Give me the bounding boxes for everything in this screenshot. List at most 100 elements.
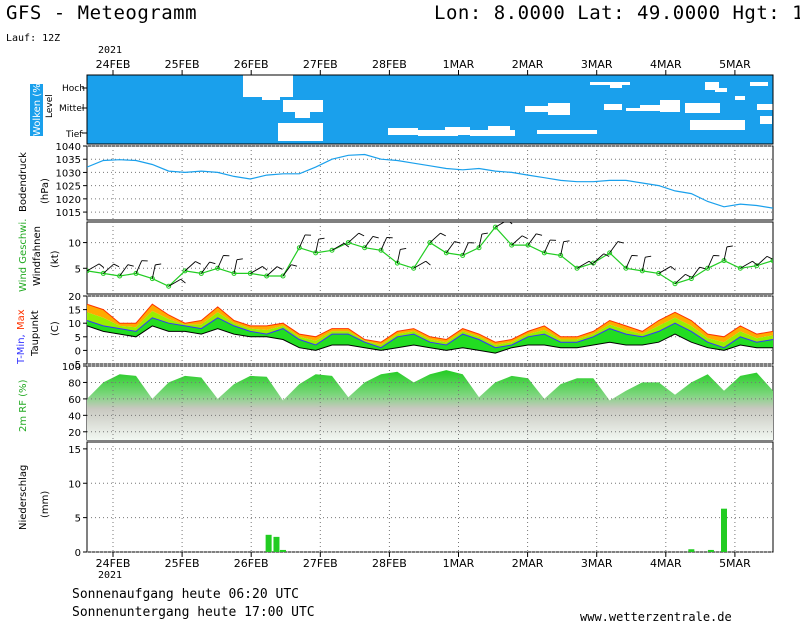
cloud-block bbox=[610, 83, 622, 88]
wind-barb-feather bbox=[400, 248, 407, 250]
wind-barb bbox=[625, 255, 633, 269]
rh-area bbox=[87, 370, 773, 440]
date-label-top: 2MAR bbox=[512, 58, 544, 71]
wind-barb-feather bbox=[318, 237, 325, 240]
wind-speed-point bbox=[656, 270, 662, 276]
date-label-bottom: 2MAR bbox=[512, 557, 544, 570]
wind-speed-point bbox=[87, 268, 90, 274]
chart-title: GFS - Meteogramm bbox=[6, 2, 198, 24]
wind-barb bbox=[576, 260, 590, 269]
wind-barb bbox=[445, 241, 455, 254]
cloud-block bbox=[604, 104, 622, 110]
year-top: 2021 bbox=[98, 45, 123, 56]
date-label-bottom: 5MAR bbox=[719, 557, 751, 570]
date-label-top: 24FEB bbox=[96, 58, 131, 71]
wind-speed-point bbox=[672, 281, 678, 287]
rh-tick-label: 20 bbox=[68, 428, 81, 439]
wind-barb-feather bbox=[617, 241, 624, 244]
run-label: Lauf: 12Z bbox=[6, 33, 61, 44]
date-label-bottom: 4MAR bbox=[650, 557, 682, 570]
cloud-block bbox=[712, 126, 742, 130]
cloud-block bbox=[388, 128, 418, 135]
site-link[interactable]: www.wetterzentrale.de bbox=[580, 610, 732, 624]
wind-speed-point bbox=[770, 258, 773, 264]
pressure-line bbox=[87, 153, 773, 209]
pressure-plot bbox=[87, 153, 773, 209]
temp-tick-label: 20 bbox=[68, 292, 81, 303]
cloud-panel-label: Wolken (%) bbox=[32, 79, 43, 136]
date-label-top: 26FEB bbox=[234, 58, 269, 71]
date-label-bottom: 25FEB bbox=[165, 557, 200, 570]
wind-barb-feather bbox=[343, 242, 350, 248]
temp-plot bbox=[87, 303, 773, 354]
cloud-level-label: Level bbox=[45, 94, 55, 118]
wind-speed-point bbox=[737, 265, 743, 271]
cloud-block bbox=[705, 82, 719, 90]
wind-barb-feather bbox=[291, 264, 298, 267]
date-label-bottom: 1MAR bbox=[443, 557, 475, 570]
wind-barb bbox=[527, 233, 537, 246]
wind-speed-point bbox=[247, 270, 253, 276]
wind-barb bbox=[756, 256, 768, 267]
wind-barb bbox=[462, 242, 469, 256]
wind-barb bbox=[135, 260, 143, 274]
wind-barb-feather bbox=[209, 261, 216, 265]
wind-barb bbox=[315, 239, 320, 253]
date-label-bottom: 24FEB bbox=[96, 557, 131, 570]
cloud-block bbox=[757, 104, 773, 110]
wind-barb bbox=[723, 246, 728, 261]
wind-barb bbox=[707, 255, 714, 269]
wind-speed-point bbox=[705, 265, 711, 271]
wind-barb-feather bbox=[358, 232, 365, 237]
wind-barb-feather bbox=[781, 249, 787, 251]
date-label-bottom: 27FEB bbox=[303, 557, 338, 570]
wind-barb bbox=[184, 261, 196, 272]
wind-barb-feather bbox=[521, 235, 528, 239]
wind-speed-point bbox=[411, 265, 417, 271]
precip-bar bbox=[273, 536, 280, 552]
precip-tick-label: 0 bbox=[75, 548, 81, 559]
temp-tick-label: 0 bbox=[75, 346, 81, 357]
precip-tick-label: 10 bbox=[68, 479, 81, 490]
pressure-tick-label: 1040 bbox=[56, 142, 81, 153]
wind-barb bbox=[593, 253, 605, 264]
cloud-block bbox=[660, 100, 680, 112]
wind-speed-point bbox=[329, 247, 335, 253]
date-label-top: 3MAR bbox=[581, 58, 613, 71]
pressure-tick-label: 1015 bbox=[56, 208, 81, 219]
wind-unit: (kt) bbox=[50, 250, 61, 268]
wind-tick-label: 5 bbox=[75, 264, 81, 275]
wind-barb bbox=[200, 261, 210, 274]
date-label-top: 27FEB bbox=[303, 58, 338, 71]
wind-speed-point bbox=[623, 265, 629, 271]
wind-barb bbox=[478, 233, 483, 248]
wind-barb-feather bbox=[752, 260, 758, 266]
wind-barb-feather bbox=[425, 260, 431, 266]
cloud-block bbox=[690, 120, 745, 130]
wind-barb-feather bbox=[262, 266, 268, 271]
wind-barb bbox=[560, 241, 565, 256]
sunset-text: Sonnenuntergang heute 17:00 UTC bbox=[72, 605, 315, 620]
wind-barb bbox=[641, 257, 646, 271]
wind-barb-feather bbox=[563, 240, 570, 243]
rh-label: 2m RF (%) bbox=[18, 379, 29, 432]
wind-barb bbox=[396, 249, 401, 264]
wind-barb-feather bbox=[685, 273, 691, 278]
wind-barb bbox=[609, 241, 619, 254]
cloud-block bbox=[715, 88, 727, 92]
pressure-label: Bodendruck bbox=[18, 152, 29, 212]
cloud-block bbox=[418, 130, 458, 136]
precip-panel-frame bbox=[86, 441, 774, 553]
temp-dewpoint-band bbox=[87, 317, 773, 354]
wind-speed-point bbox=[100, 270, 106, 276]
wind-barb bbox=[151, 264, 156, 279]
precip-label: Niederschlag bbox=[18, 465, 29, 530]
wind-speed-point bbox=[688, 276, 694, 282]
wind-barb-feather bbox=[98, 263, 105, 268]
date-label-bottom: 28FEB bbox=[372, 557, 407, 570]
cloud-panel-frame bbox=[86, 74, 774, 145]
pressure-tick-label: 1035 bbox=[56, 155, 81, 166]
pressure-tick-label: 1020 bbox=[56, 195, 81, 206]
wind-barb-feather bbox=[509, 222, 513, 225]
cloud-level-low: Tief bbox=[65, 130, 83, 140]
